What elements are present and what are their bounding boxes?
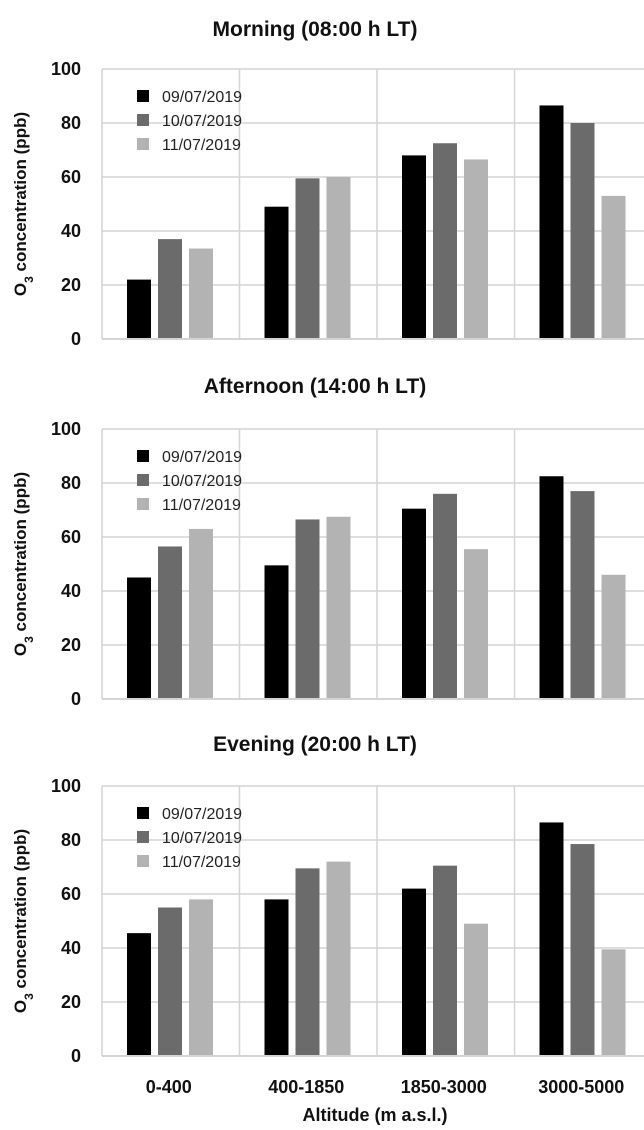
chart-title: Afternoon (14:00 h LT) [204,375,426,398]
y-tick-label: 100 [51,419,81,439]
bar-11-07-2019-3000-5000 [601,949,626,1056]
legend-swatch [137,498,149,510]
legend-label: 11/07/2019 [162,137,241,154]
y-axis-label-subscript: 3 [22,276,36,283]
bar-11-07-2019-1850-3000 [464,549,488,699]
bar-11-07-2019-3000-5000 [601,574,626,699]
bar-11-07-2019-0-400 [189,528,213,699]
bar-10-07-2019-3000-5000 [570,491,595,699]
bar-11-07-2019-0-400 [189,899,213,1056]
bar-09-07-2019-400-1850 [264,565,289,699]
legend-swatch [137,807,149,819]
bar-10-07-2019-3000-5000 [570,844,595,1056]
y-axis-label-rest: concentration (ppb) [11,829,30,993]
legend-label: 10/07/2019 [162,830,242,847]
legend-label: 11/07/2019 [162,497,241,514]
y-tick-label: 20 [61,635,81,655]
legend-swatch [137,90,149,102]
bar-10-07-2019-1850-3000 [433,493,457,699]
bar-09-07-2019-3000-5000 [539,822,564,1056]
y-tick-label: 80 [61,473,81,493]
legend-label: 09/07/2019 [162,806,242,823]
bar-10-07-2019-1850-3000 [433,865,457,1056]
bar-11-07-2019-0-400 [189,248,213,339]
chart-title: Evening (20:00 h LT) [213,733,417,756]
bar-09-07-2019-1850-3000 [402,888,426,1056]
x-axis-label: Altitude (m a.s.l.) [302,1105,447,1125]
chart-panel-1: Afternoon (14:00 h LT) 0 20 40 60 80 100 09/07/… [11,375,644,709]
bar-11-07-2019-400-1850 [326,177,351,339]
bar-11-07-2019-1850-3000 [464,923,488,1056]
bar-09-07-2019-0-400 [127,933,151,1056]
y-tick-label: 0 [71,329,81,349]
bar-09-07-2019-1850-3000 [402,155,426,339]
y-tick-label: 100 [51,776,81,796]
bar-11-07-2019-400-1850 [326,516,351,699]
x-tick-label: 0-400 [146,1077,192,1097]
x-tick-label: 1850-3000 [401,1077,487,1097]
y-axis-label: O3 concentration (ppb) [11,472,36,656]
bar-09-07-2019-400-1850 [264,899,289,1056]
bar-10-07-2019-0-400 [158,239,182,339]
legend-label: 11/07/2019 [162,854,241,871]
bar-10-07-2019-400-1850 [295,519,320,699]
y-axis-label-main: O [11,283,30,296]
bar-10-07-2019-1850-3000 [433,143,457,339]
y-tick-label: 40 [61,221,81,241]
y-axis-label-subscript: 3 [22,636,36,643]
legend-label: 09/07/2019 [162,89,242,106]
y-axis-label-rest: concentration (ppb) [11,112,30,276]
y-tick-label: 80 [61,113,81,133]
y-axis-label-subscript: 3 [22,993,36,1000]
bar-10-07-2019-3000-5000 [570,123,595,339]
y-tick-label: 0 [71,689,81,709]
bar-09-07-2019-0-400 [127,279,151,339]
y-tick-label: 60 [61,167,81,187]
bar-10-07-2019-400-1850 [295,178,320,339]
y-tick-label: 0 [71,1046,81,1066]
chart-title: Morning (08:00 h LT) [213,18,418,41]
y-tick-label: 40 [61,938,81,958]
y-tick-label: 60 [61,884,81,904]
y-axis-label-main: O [11,643,30,656]
legend-label: 09/07/2019 [162,449,242,466]
y-tick-label: 20 [61,275,81,295]
legend-swatch [137,855,149,867]
bar-09-07-2019-400-1850 [264,206,289,339]
bar-11-07-2019-3000-5000 [601,195,626,339]
y-tick-label: 80 [61,830,81,850]
legend-swatch [137,831,149,843]
x-tick-label: 3000-5000 [538,1077,624,1097]
y-tick-label: 100 [51,59,81,79]
legend-swatch [137,138,149,150]
bar-09-07-2019-0-400 [127,577,151,699]
y-axis-label-main: O [11,1000,30,1013]
bar-09-07-2019-1850-3000 [402,508,426,699]
bar-10-07-2019-0-400 [158,546,182,699]
legend-label: 10/07/2019 [162,473,242,490]
y-axis-label: O3 concentration (ppb) [11,829,36,1013]
legend-swatch [137,474,149,486]
legend-swatch [137,114,149,126]
bar-10-07-2019-0-400 [158,907,182,1056]
y-tick-label: 40 [61,581,81,601]
chart-panel-0: Morning (08:00 h LT) 0 20 40 60 80 100 09/07/20… [11,18,644,349]
y-tick-label: 60 [61,527,81,547]
y-tick-label: 20 [61,992,81,1012]
legend-label: 10/07/2019 [162,113,242,130]
bar-09-07-2019-3000-5000 [539,105,564,339]
y-axis-label: O3 concentration (ppb) [11,112,36,296]
chart-panel-2: Evening (20:00 h LT) 0 20 40 60 80 100 09/07/20… [11,733,644,1125]
bar-09-07-2019-3000-5000 [539,476,564,699]
bar-11-07-2019-400-1850 [326,861,351,1056]
legend-swatch [137,450,149,462]
bar-10-07-2019-400-1850 [295,868,320,1056]
bar-11-07-2019-1850-3000 [464,159,488,339]
y-axis-label-rest: concentration (ppb) [11,472,30,636]
x-tick-label: 400-1850 [268,1077,344,1097]
